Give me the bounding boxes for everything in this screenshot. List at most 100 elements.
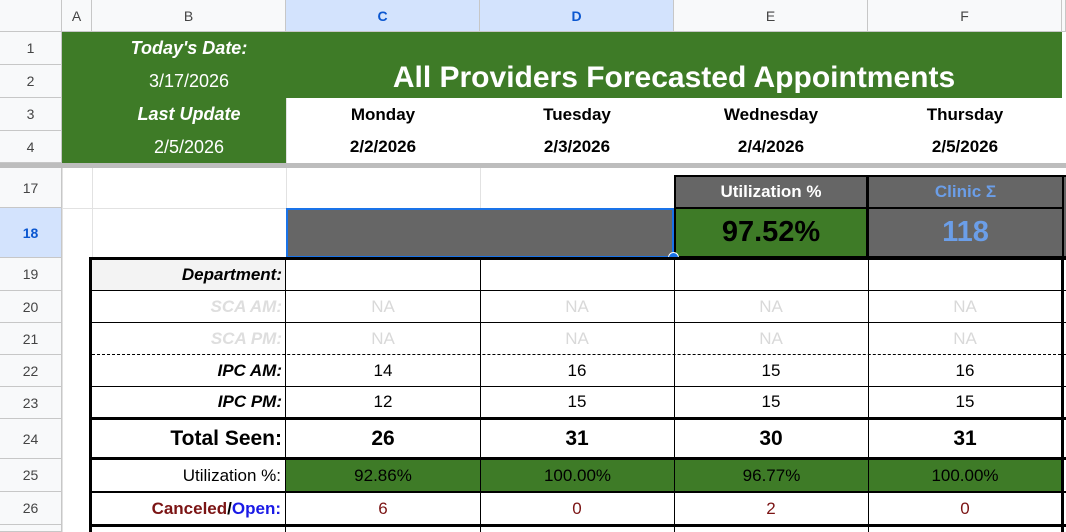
column-header-c[interactable]: C <box>286 0 480 32</box>
day-date-monday[interactable]: 2/2/2026 <box>349 137 417 156</box>
open-label: Open: <box>231 498 281 518</box>
row-header-20[interactable]: 20 <box>0 291 62 323</box>
sca-pm-tuesday[interactable]: NA <box>565 328 589 348</box>
sca-pm-wednesday[interactable]: NA <box>759 328 783 348</box>
table-vline <box>480 258 481 419</box>
table-vline <box>868 420 869 457</box>
clinic-sum-header[interactable]: Clinic Σ <box>869 177 1062 207</box>
day-name-tuesday[interactable]: Tuesday <box>543 104 611 124</box>
row-label-sca-pm[interactable]: SCA PM: <box>210 328 282 348</box>
ipc-pm-wednesday[interactable]: 15 <box>761 392 781 411</box>
day-date-thursday[interactable]: 2/5/2026 <box>931 137 999 156</box>
column-header-b[interactable]: B <box>92 0 286 32</box>
row-header-18[interactable]: 18 <box>0 208 62 258</box>
ipc-am-wednesday[interactable]: 15 <box>761 360 781 380</box>
canceled-open-thursday[interactable]: 0 <box>960 498 970 518</box>
day-date-tuesday[interactable]: 2/3/2026 <box>543 137 611 156</box>
row-header-17[interactable]: 17 <box>0 168 62 208</box>
sca-pm-monday[interactable]: NA <box>371 328 395 348</box>
utilization-wednesday[interactable]: 96.77% <box>675 460 868 491</box>
row-header-2[interactable]: 2 <box>0 65 62 98</box>
canceled-open-wednesday[interactable]: 2 <box>766 498 776 518</box>
todays-date-value[interactable]: 3/17/2026 <box>148 71 230 91</box>
row-header-23[interactable]: 23 <box>0 387 62 419</box>
row-label-sca-am[interactable]: SCA AM: <box>210 296 282 316</box>
utilization-row-label[interactable]: Utilization %: <box>182 465 281 485</box>
utilization-bottom-border <box>90 491 1066 493</box>
row-header-19[interactable]: 19 <box>0 258 62 291</box>
column-header-a[interactable]: A <box>62 0 92 32</box>
ipc-am-monday[interactable]: 14 <box>373 360 393 380</box>
table-hline-dashed <box>92 354 1066 355</box>
ipc-pm-thursday[interactable]: 15 <box>955 392 975 411</box>
table-right-border <box>1061 258 1064 532</box>
column-header-g[interactable] <box>1062 0 1066 32</box>
day-name-thursday[interactable]: Thursday <box>926 104 1004 124</box>
ipc-pm-tuesday[interactable]: 15 <box>567 392 587 411</box>
column-header-d[interactable]: D <box>480 0 674 32</box>
sca-am-monday[interactable]: NA <box>371 296 395 316</box>
row-label-ipc-pm[interactable]: IPC PM: <box>217 392 282 411</box>
title-banner <box>286 32 1062 98</box>
grid-line <box>62 208 286 209</box>
table-vline <box>285 258 286 532</box>
utilization-value[interactable]: 97.52% <box>676 209 866 256</box>
table-vline <box>480 459 481 532</box>
sca-am-thursday[interactable]: NA <box>953 296 977 316</box>
total-seen-label[interactable]: Total Seen: <box>170 426 282 450</box>
table-vline <box>480 420 481 457</box>
table-hline <box>92 386 1066 387</box>
total-seen-thursday[interactable]: 31 <box>953 426 977 450</box>
ipc-pm-monday[interactable]: 12 <box>373 392 393 411</box>
sca-pm-thursday[interactable]: NA <box>953 328 977 348</box>
row-header-4[interactable]: 4 <box>0 131 62 163</box>
canceled-open-label[interactable]: Canceled / Open: <box>92 493 285 524</box>
row-header-22[interactable]: 22 <box>0 355 62 387</box>
utilization-header[interactable]: Utilization % <box>676 177 866 207</box>
freeze-divider[interactable] <box>0 163 1066 168</box>
sheet-corner[interactable] <box>0 0 62 32</box>
sca-am-tuesday[interactable]: NA <box>565 296 589 316</box>
row-header-25[interactable]: 25 <box>0 459 62 492</box>
canceled-open-monday[interactable]: 6 <box>378 498 388 518</box>
grid-line <box>480 168 481 208</box>
total-seen-monday[interactable]: 26 <box>371 426 395 450</box>
row-header-26[interactable]: 26 <box>0 492 62 525</box>
table-vline <box>674 258 675 419</box>
day-name-monday[interactable]: Monday <box>350 104 416 124</box>
grid-line <box>286 98 287 163</box>
summary-overflow <box>1064 177 1066 256</box>
grid-line <box>92 168 93 258</box>
header-date-panel <box>62 32 286 163</box>
department-label[interactable]: Department: <box>181 265 282 284</box>
row-header-27[interactable] <box>0 525 62 532</box>
utilization-tuesday[interactable]: 100.00% <box>481 460 674 491</box>
row-header-21[interactable]: 21 <box>0 323 62 355</box>
selected-range-c18-d18[interactable] <box>286 208 674 258</box>
ipc-am-thursday[interactable]: 16 <box>955 360 975 380</box>
day-date-wednesday[interactable]: 2/4/2026 <box>737 137 805 156</box>
column-header-e[interactable]: E <box>674 0 868 32</box>
row-label-ipc-am[interactable]: IPC AM: <box>217 360 282 380</box>
grid-line <box>286 168 287 208</box>
total-seen-wednesday[interactable]: 30 <box>759 426 783 450</box>
total-bottom-border <box>90 457 1066 460</box>
row-header-1[interactable]: 1 <box>0 32 62 65</box>
row-header-3[interactable]: 3 <box>0 98 62 131</box>
table-hline <box>92 290 1066 291</box>
table-hline <box>92 322 1066 323</box>
total-seen-tuesday[interactable]: 31 <box>565 426 589 450</box>
canceled-open-tuesday[interactable]: 0 <box>572 498 582 518</box>
sca-am-wednesday[interactable]: NA <box>759 296 783 316</box>
day-name-wednesday[interactable]: Wednesday <box>723 104 819 124</box>
column-header-f[interactable]: F <box>868 0 1062 32</box>
row-header-24[interactable]: 24 <box>0 419 62 459</box>
utilization-monday[interactable]: 92.86% <box>286 460 480 491</box>
utilization-thursday[interactable]: 100.00% <box>869 460 1061 491</box>
table-top-border <box>90 257 1066 260</box>
ipc-am-tuesday[interactable]: 16 <box>567 360 587 380</box>
table-vline <box>674 459 675 532</box>
last-update-value[interactable]: 2/5/2026 <box>153 136 225 157</box>
total-top-border <box>90 417 1066 420</box>
clinic-sum-value[interactable]: 118 <box>869 209 1062 256</box>
